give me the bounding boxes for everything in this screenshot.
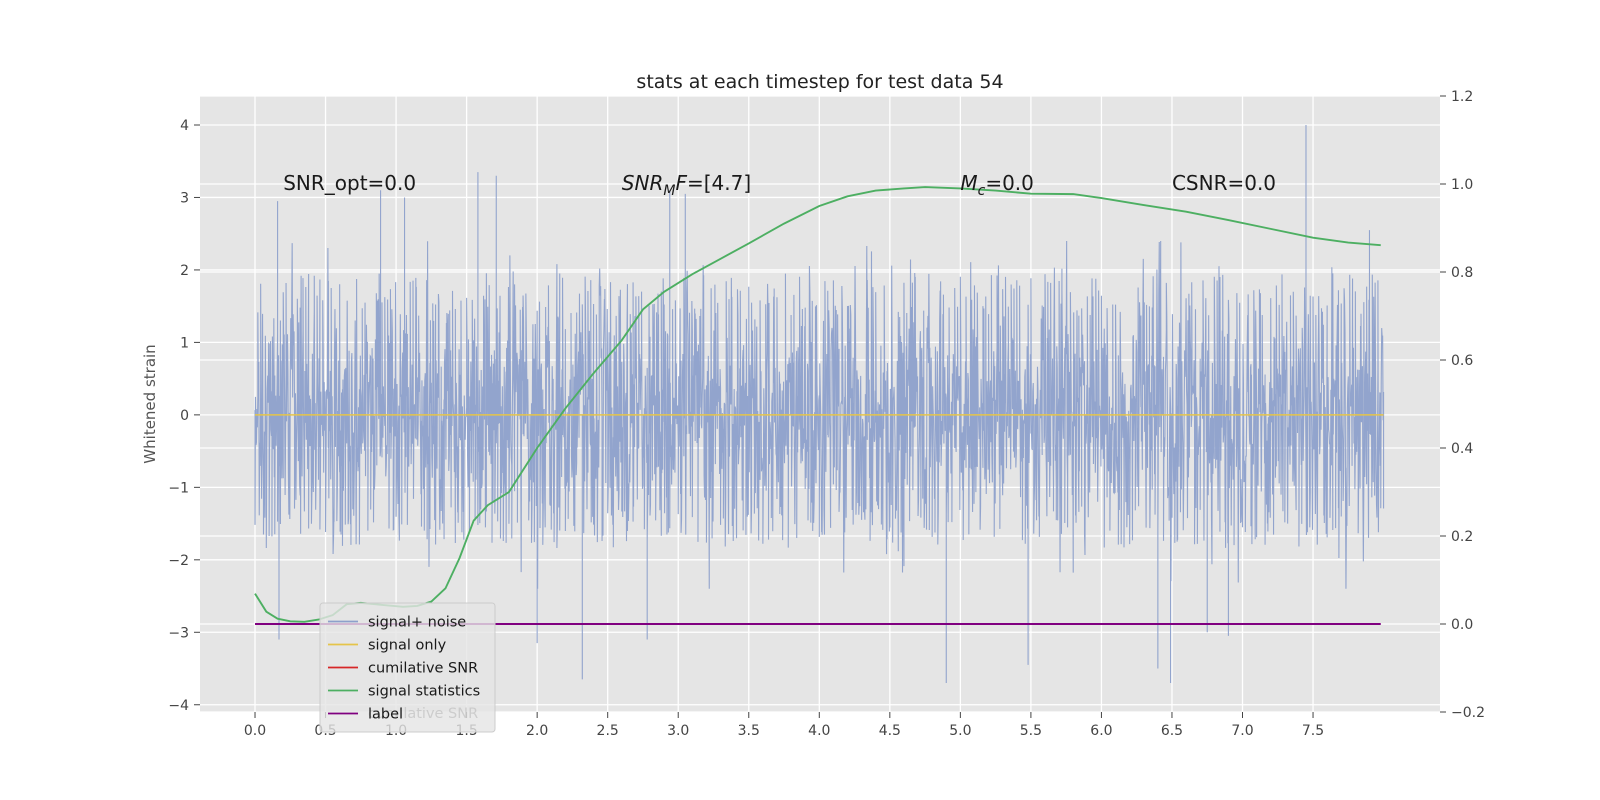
legend-label-label: label [368,707,403,723]
x-tick-label: 2.5 [597,723,619,739]
x-tick-label: 0.0 [244,723,266,739]
y-tick-label: −2 [168,553,189,569]
y-tick-label: 2 [180,263,189,279]
legend-frame [319,602,496,733]
y-tick-label: −1 [168,480,189,496]
x-tick-label: 7.5 [1302,723,1324,739]
x-tick-label: 6.0 [1090,723,1112,739]
signal-noise-line [254,124,1385,684]
legend-label-signal-noise: signal+ noise [368,615,466,631]
x-tick-label: 2.0 [526,723,548,739]
annotations: SNR_opt=0.0 SNRMF=[4.7] Mc=0.0 CSNR=0.0 [283,171,1276,199]
legend-label-signal-only: signal only [368,638,447,654]
y2-tick-label: 0.8 [1451,265,1473,281]
right-y-axis: −0.2 0.0 0.2 0.4 0.6 0.8 1.0 1.2 [1440,89,1485,721]
y2-tick-label: 1.0 [1451,177,1473,193]
legend-ghost-text: cumilative SNR [368,706,478,722]
x-tick-label: 3.5 [738,723,760,739]
x-tick-label: 6.5 [1161,723,1183,739]
y2-tick-label: −0.2 [1451,705,1485,721]
y2-tick-label: 0.2 [1451,529,1473,545]
signal-noise-series [254,124,1385,684]
y2-tick-label: 0.0 [1451,617,1473,633]
chart-title: stats at each timestep for test data 54 [636,71,1003,93]
y-tick-label: 1 [180,335,189,351]
y-tick-label: 4 [180,118,189,134]
annotation-snr_mf: SNRMF=[4.7] [622,171,751,199]
y-tick-label: 3 [180,190,189,206]
legend: cumilative SNR signal+ noise signal only cu… [319,602,496,733]
y-tick-label: −3 [168,625,189,641]
annotation-mc: Mc=0.0 [960,171,1034,199]
y-tick-label: −4 [168,698,189,714]
y-tick-label: 0 [180,408,189,424]
x-tick-label: 4.0 [808,723,830,739]
x-tick-label: 4.5 [879,723,901,739]
x-tick-label: 5.0 [949,723,971,739]
legend-label-signal-statistics: signal statistics [368,684,480,700]
y2-tick-label: 0.6 [1451,353,1473,369]
y-axis-label: Whitened strain [141,344,159,463]
x-tick-label: 3.0 [667,723,689,739]
annotation-csnr: CSNR=0.0 [1172,171,1276,195]
legend-label-cumilative-snr: cumilative SNR [368,661,478,677]
x-tick-label: 5.5 [1020,723,1042,739]
left-y-axis: −4 −3 −2 −1 0 1 2 3 4 [168,118,200,714]
annotation-snr_opt: SNR_opt=0.0 [283,171,416,195]
x-tick-label: 7.0 [1231,723,1253,739]
y2-tick-label: 1.2 [1451,89,1473,105]
y2-tick-label: 0.4 [1451,441,1473,457]
